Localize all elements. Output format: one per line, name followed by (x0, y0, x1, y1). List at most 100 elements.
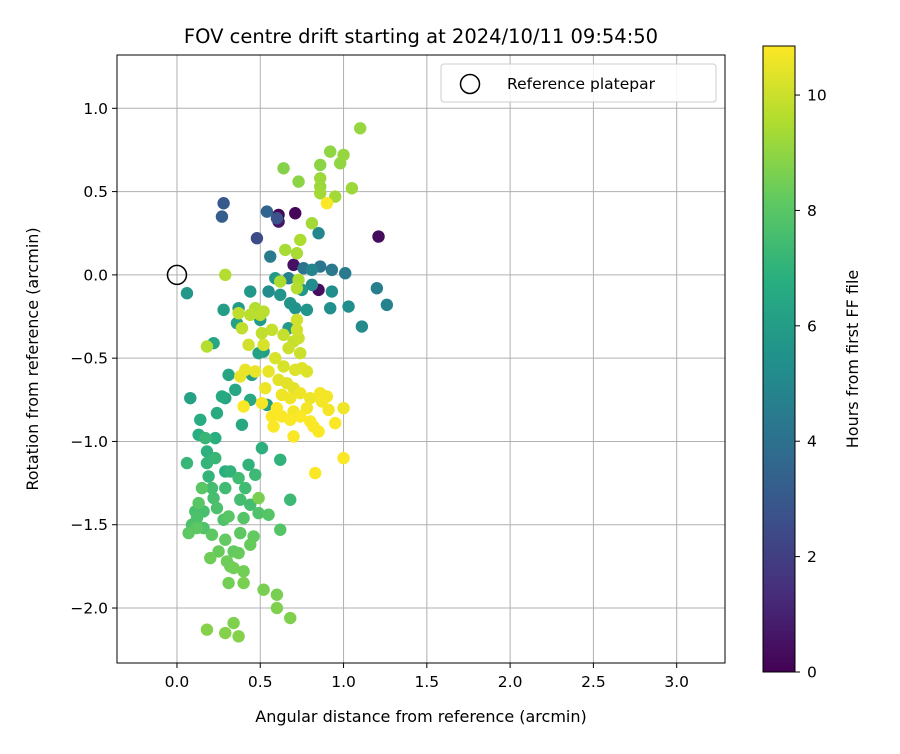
data-point (312, 227, 325, 240)
data-point (265, 323, 279, 337)
data-point (205, 481, 219, 495)
reference-platepar-marker (166, 264, 188, 286)
data-point (200, 340, 214, 353)
data-point (234, 493, 247, 506)
x-tick-label: 2.5 (581, 673, 606, 691)
data-point (257, 305, 270, 318)
data-point (205, 528, 219, 541)
data-point (315, 395, 329, 408)
x-tick-label: 2.0 (498, 673, 523, 691)
data-point (270, 601, 284, 615)
data-point (289, 301, 302, 315)
data-point (184, 391, 197, 405)
data-point (219, 626, 232, 640)
data-point (309, 466, 322, 480)
x-tick-label: 1.0 (331, 673, 356, 691)
data-point (325, 285, 339, 298)
data-point (284, 611, 297, 625)
data-point (227, 616, 240, 630)
data-point (265, 410, 279, 423)
data-point (235, 321, 249, 335)
data-point (244, 285, 257, 298)
data-point (274, 288, 287, 302)
data-point (287, 258, 300, 272)
data-point (284, 391, 297, 405)
data-point (255, 441, 269, 455)
data-point (290, 323, 304, 337)
data-point (337, 451, 350, 465)
data-point (232, 471, 245, 485)
data-point (219, 533, 232, 546)
y-tick-label: −1.0 (70, 433, 108, 451)
legend-reference-marker (459, 73, 481, 95)
scatter-points (180, 122, 394, 643)
data-point (325, 263, 339, 277)
data-point (222, 368, 235, 382)
data-point (294, 410, 307, 423)
x-axis-ticks: 0.0 0.5 1.0 1.5 2.0 2.5 3.0 (165, 663, 689, 691)
data-point (200, 623, 214, 636)
data-point (237, 565, 250, 578)
legend: Reference platepar (440, 63, 717, 103)
data-point (305, 217, 319, 230)
colorbar-tick-label: 0 (807, 664, 817, 682)
data-point (264, 250, 277, 263)
data-point (294, 386, 307, 400)
data-point (255, 326, 269, 340)
data-point (229, 383, 242, 397)
data-point (237, 576, 250, 590)
data-point (242, 458, 255, 471)
data-point (249, 365, 262, 378)
data-point (277, 360, 290, 373)
data-point (215, 390, 229, 403)
data-point (234, 370, 247, 383)
data-point (250, 232, 264, 245)
y-tick-label: 0.0 (83, 266, 108, 284)
data-point (337, 148, 350, 162)
data-point (322, 403, 335, 417)
data-point (355, 320, 369, 333)
data-point (257, 338, 270, 352)
data-point (269, 351, 282, 365)
data-point (339, 267, 352, 280)
x-axis-label: Angular distance from reference (arcmin) (255, 707, 586, 726)
data-point (274, 523, 287, 536)
data-point (270, 212, 284, 225)
data-point (210, 406, 224, 420)
data-point (235, 418, 249, 431)
data-point (262, 365, 275, 378)
data-point (260, 205, 274, 218)
data-point (370, 282, 384, 295)
data-point (342, 300, 355, 313)
data-point (300, 365, 314, 378)
data-point (217, 197, 230, 210)
data-point (292, 175, 305, 188)
y-axis-ticks: −2.0 −1.5 −1.0 −0.5 0.0 0.5 1.0 (70, 100, 117, 618)
data-point (372, 230, 385, 243)
data-point (217, 303, 230, 317)
data-point (300, 303, 314, 317)
data-point (290, 282, 304, 295)
data-point (180, 456, 194, 470)
data-point (244, 538, 257, 551)
plot-frame (116, 54, 726, 664)
data-point (345, 182, 359, 195)
data-point (262, 508, 275, 521)
y-tick-label: −0.5 (70, 350, 108, 368)
data-point (195, 481, 209, 495)
data-point (209, 431, 222, 445)
data-point (242, 338, 255, 352)
data-point (289, 363, 302, 377)
data-point (329, 416, 342, 430)
data-point (304, 391, 317, 405)
data-point (259, 381, 272, 395)
data-point (290, 313, 304, 327)
data-point (279, 243, 292, 257)
data-point (324, 145, 337, 158)
data-point (215, 210, 229, 223)
y-tick-label: −2.0 (70, 600, 108, 618)
y-tick-label: 1.0 (83, 100, 108, 118)
data-point (300, 401, 314, 415)
legend-box (440, 63, 717, 103)
